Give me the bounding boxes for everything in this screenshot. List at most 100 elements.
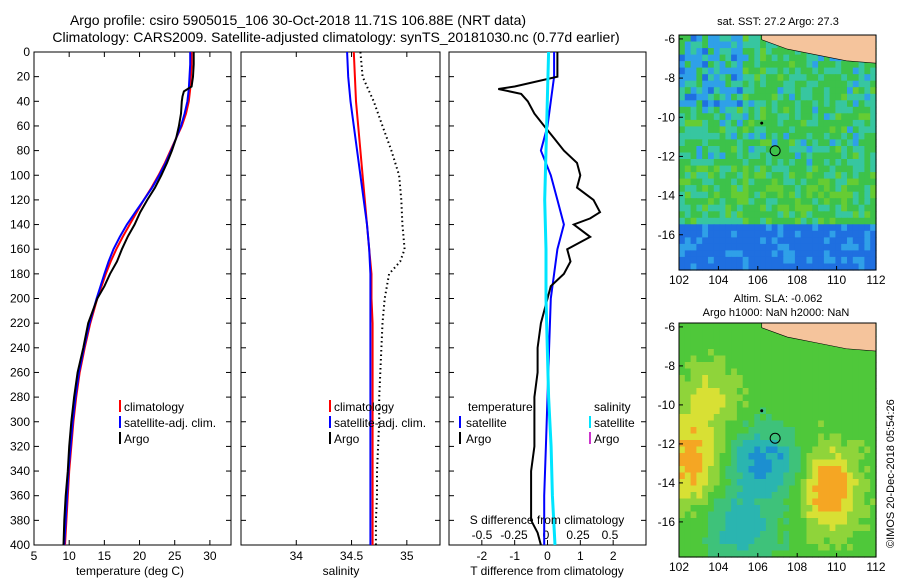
map-cell — [806, 217, 813, 225]
map-cell — [835, 420, 842, 428]
map-cell — [731, 459, 738, 467]
map-cell — [736, 329, 744, 337]
map-cell — [719, 479, 726, 487]
map-cell — [742, 492, 750, 500]
map-cell — [725, 106, 732, 114]
map-cell — [870, 100, 877, 108]
x-tick-label: 0 — [544, 549, 551, 563]
map-cell — [841, 126, 848, 134]
map-cell — [742, 67, 750, 75]
map-cell — [754, 256, 761, 264]
map-cell — [794, 485, 802, 493]
map-cell — [742, 87, 750, 95]
map-cell — [847, 381, 854, 389]
map-cell — [771, 263, 779, 271]
map-cell — [847, 388, 854, 396]
map-cell — [760, 211, 767, 219]
map-cell — [765, 237, 773, 245]
map-cell — [818, 407, 825, 415]
map-cell — [823, 453, 831, 461]
map-cell — [760, 100, 767, 108]
map-cell — [823, 433, 831, 441]
map-cell — [794, 498, 802, 506]
map-cell — [731, 518, 738, 526]
map-cell — [684, 375, 692, 383]
map-cell — [708, 224, 715, 232]
map-cell — [690, 146, 697, 154]
map-cell — [864, 126, 871, 134]
map-cell — [719, 172, 726, 180]
map-cell — [713, 342, 721, 350]
map-cell — [754, 388, 761, 396]
map-cell — [719, 329, 726, 337]
map-cell — [777, 159, 784, 167]
map-cell — [690, 132, 697, 140]
map-cell — [870, 126, 877, 134]
map-cell — [818, 479, 825, 487]
map-cell — [719, 152, 726, 160]
map-cell — [800, 537, 808, 545]
map-cell — [806, 224, 813, 232]
map-cell — [789, 518, 796, 526]
map-cell — [771, 198, 779, 206]
map-cell — [731, 531, 738, 539]
map-cell — [800, 479, 808, 487]
map-cell — [789, 61, 796, 69]
map-cell — [702, 185, 709, 193]
map-cell — [794, 198, 802, 206]
map-cell — [835, 433, 842, 441]
map-cell — [818, 544, 825, 552]
map-cell — [823, 472, 831, 480]
map-frame — [678, 34, 877, 271]
map-cell — [708, 550, 715, 558]
map-cell — [829, 375, 836, 383]
map-cell — [690, 466, 697, 474]
map-cell — [841, 132, 848, 140]
map-cell — [847, 87, 854, 95]
map-cell — [777, 492, 784, 500]
map-cell — [794, 420, 802, 428]
map-cell — [835, 119, 842, 127]
map-cell — [812, 550, 819, 558]
map-cell — [696, 165, 703, 173]
map-cell — [783, 349, 790, 357]
y-tick-label: -16 — [658, 228, 676, 242]
map-cell — [800, 511, 808, 519]
map-cell — [823, 355, 831, 363]
map-cell — [829, 61, 836, 69]
map-cell — [679, 531, 686, 539]
map-cell — [713, 401, 721, 409]
map-cell — [719, 498, 726, 506]
map-cell — [760, 375, 767, 383]
map-cell — [713, 100, 721, 108]
map-cell — [760, 479, 767, 487]
map-cell — [789, 394, 796, 402]
map-cell — [829, 440, 836, 448]
map-cell — [731, 407, 738, 415]
map-cell — [794, 388, 802, 396]
map-cell — [760, 198, 767, 206]
map-cell — [829, 217, 836, 225]
map-cell — [794, 537, 802, 545]
map-cell — [783, 256, 790, 264]
map-cell — [702, 518, 709, 526]
map-cell — [696, 362, 703, 370]
map-cell — [806, 93, 813, 101]
map-cell — [864, 492, 871, 500]
map-cell — [731, 250, 738, 258]
map-cell — [713, 362, 721, 370]
map-cell — [719, 407, 726, 415]
map-cell — [765, 139, 773, 147]
map-cell — [789, 243, 796, 251]
map-cell — [818, 165, 825, 173]
map-cell — [835, 204, 842, 212]
map-cell — [841, 381, 848, 389]
map-cell — [742, 198, 750, 206]
map-cell — [858, 349, 865, 357]
map-cell — [684, 67, 692, 75]
map-cell — [812, 87, 819, 95]
map-cell — [679, 211, 686, 219]
map-cell — [812, 453, 819, 461]
map-cell — [702, 498, 709, 506]
map-cell — [736, 544, 744, 552]
